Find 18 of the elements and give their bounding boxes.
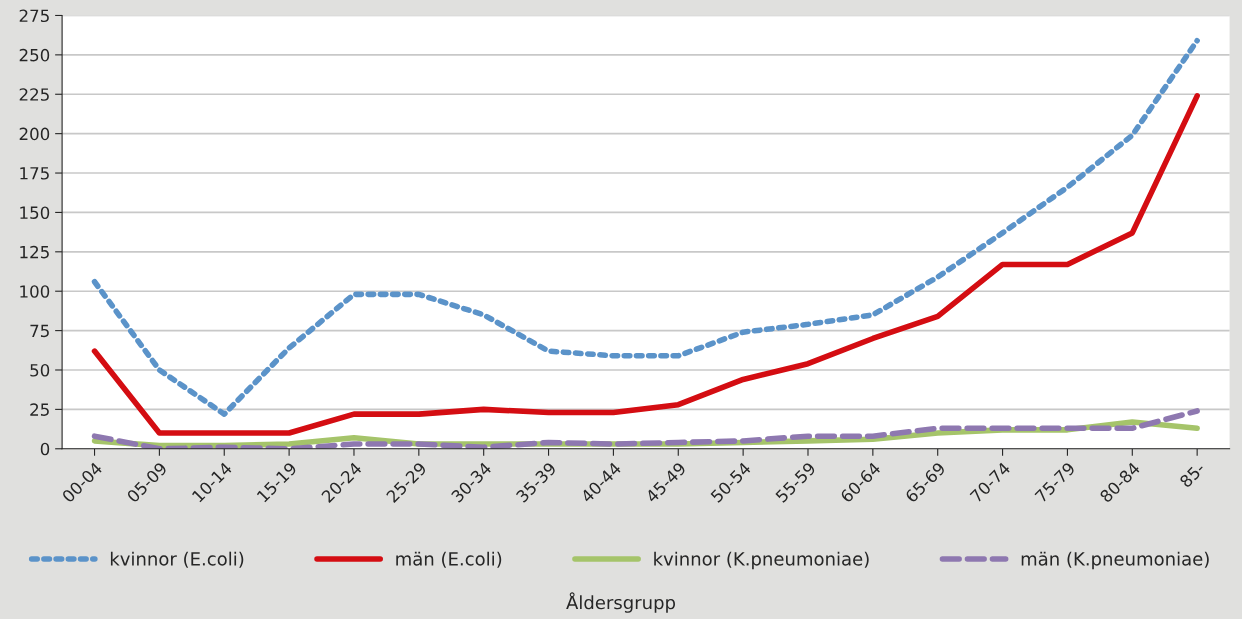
legend-label: män (E.coli) xyxy=(396,551,502,568)
y-tick-label: 175 xyxy=(20,167,49,180)
y-tick-label: 275 xyxy=(19,9,49,23)
legend-label: kvinnor (E.coli) xyxy=(110,551,244,568)
y-tick-label: 75 xyxy=(30,324,49,338)
y-tick-label: 50 xyxy=(30,363,50,377)
y-tick-label: 125 xyxy=(20,245,49,259)
y-tick-label: 150 xyxy=(20,206,50,219)
y-tick-label: 250 xyxy=(19,48,50,62)
x-tick-label: 85- xyxy=(1178,461,1206,489)
legend-label: män (K.pneumoniae) xyxy=(1021,551,1209,570)
y-tick-label: 100 xyxy=(20,285,50,298)
y-tick-label: 0 xyxy=(40,442,50,456)
y-tick-label: 225 xyxy=(19,88,49,101)
y-tick-label: 200 xyxy=(19,127,50,141)
legend-label: kvinnor (K.pneumoniae) xyxy=(654,551,869,570)
y-tick-label: 25 xyxy=(30,403,49,416)
x-axis-title: Åldersgrupp xyxy=(566,592,676,613)
